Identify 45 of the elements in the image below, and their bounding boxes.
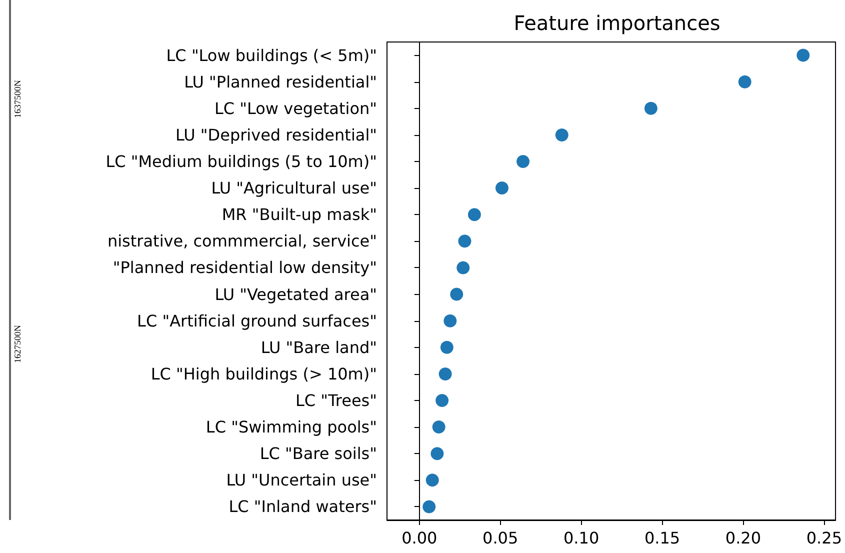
y-tick-label: LU "Bare land" <box>260 338 377 357</box>
point <box>468 208 481 222</box>
point <box>436 394 449 407</box>
point <box>796 48 810 62</box>
x-tick-label: 0.00 <box>402 528 438 548</box>
point <box>430 447 444 460</box>
point <box>444 314 457 328</box>
point <box>440 340 454 354</box>
x-tick-label: 0.10 <box>563 528 600 548</box>
y-tick-label: LC "Low vegetation" <box>214 98 377 118</box>
y-tick-label: nistrative, commmercial, service" <box>107 232 377 251</box>
point <box>456 261 470 274</box>
chart-title: Feature importances <box>514 11 720 35</box>
point <box>432 420 446 434</box>
y-tick-label: LC "Medium buildings (5 to 10m)" <box>106 152 377 171</box>
x-tick-label: 0.15 <box>644 528 680 548</box>
x-tick-label: 0.25 <box>806 528 842 548</box>
y-tick-label: LC "Trees" <box>295 391 377 410</box>
y-tick-label: LU "Deprived residential" <box>176 125 377 144</box>
point <box>495 182 508 195</box>
text: 1627500N <box>12 324 22 363</box>
point <box>438 367 452 380</box>
point <box>644 102 658 115</box>
y-tick-label: LC "High buildings (> 10m)" <box>150 364 377 384</box>
y-tick-label: LU "Planned residential" <box>184 72 377 92</box>
point <box>516 155 530 168</box>
x-tick-label: 0.05 <box>482 528 518 548</box>
point <box>426 474 439 487</box>
y-tick-label: LU "Vegetated area" <box>214 284 377 304</box>
y-tick-label: LC "Artificial ground surfaces" <box>137 311 377 330</box>
y-tick-label: LC "Inland waters" <box>228 497 377 516</box>
y-tick-label: LU "Uncertain use" <box>226 470 377 490</box>
y-tick-label: LC "Bare soils" <box>260 444 377 464</box>
y-tick-label: MR "Built-up mask" <box>222 205 377 224</box>
point <box>450 288 464 301</box>
x-tick-label: 0.20 <box>725 528 762 548</box>
point <box>555 128 568 142</box>
point <box>458 234 472 248</box>
point <box>422 500 436 514</box>
point <box>738 75 752 88</box>
y-tick-label: LC "Swimming pools" <box>206 418 377 437</box>
y-tick-label: LU "Agricultural use" <box>211 178 377 198</box>
y-tick-label: LC "Low buildings (< 5m)" <box>166 46 377 65</box>
y-tick-label: "Planned residential low density" <box>112 258 377 278</box>
text: 1637500N <box>12 80 22 118</box>
